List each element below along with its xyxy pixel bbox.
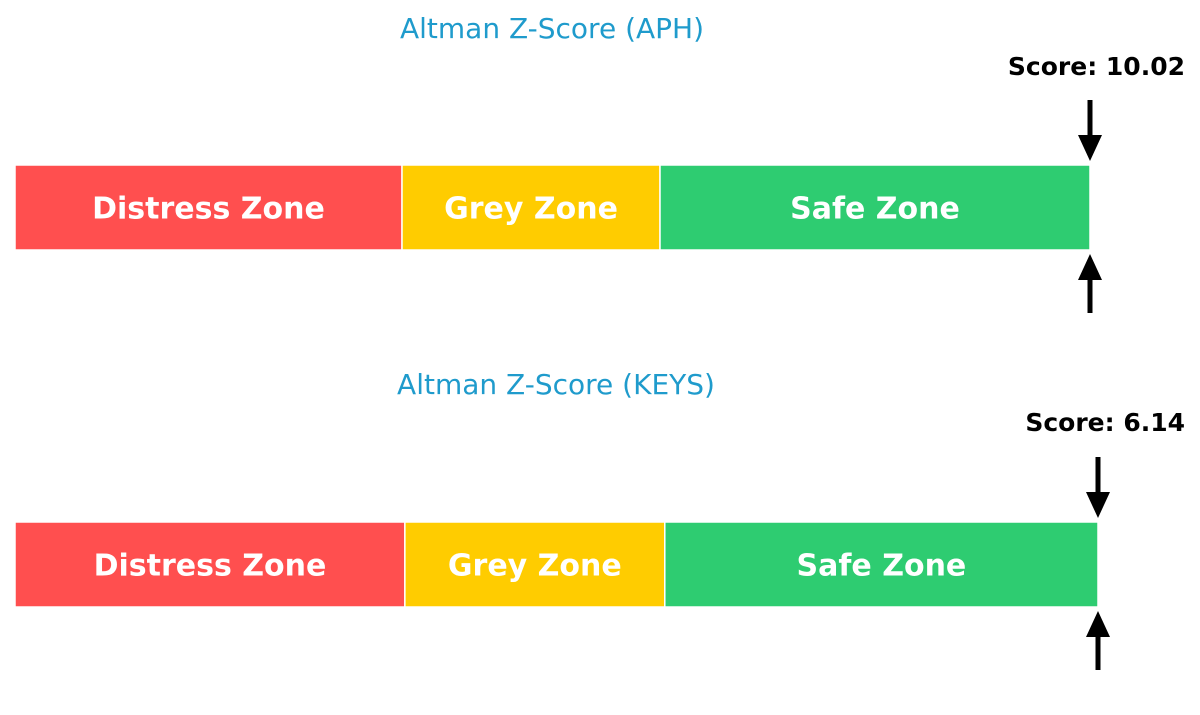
zone-bar-distress-zone <box>14 521 406 608</box>
score-arrow-down-icon <box>1086 492 1110 518</box>
zone-label: Grey Zone <box>444 192 618 227</box>
zone-label: Distress Zone <box>94 549 327 584</box>
zone-bar-safe-zone <box>664 521 1099 608</box>
chart-aph: Altman Z-Score (APH) Score: 10.02 Distre… <box>14 12 1185 313</box>
zone-label: Safe Zone <box>790 192 960 227</box>
chart-title: Altman Z-Score (KEYS) <box>397 368 715 401</box>
zone-label: Grey Zone <box>448 549 622 584</box>
chart-keys: Altman Z-Score (KEYS) Score: 6.14 Distre… <box>14 368 1185 670</box>
zone-label: Distress Zone <box>92 192 325 227</box>
chart-title: Altman Z-Score (APH) <box>400 12 704 45</box>
zone-bar-grey-zone <box>401 164 661 251</box>
score-arrow-up-icon <box>1078 254 1102 280</box>
score-label: Score: 6.14 <box>1025 408 1185 437</box>
score-arrow-down-icon <box>1078 135 1102 161</box>
zone-bar-safe-zone <box>659 164 1091 251</box>
zone-label: Safe Zone <box>797 549 967 584</box>
score-arrow-up-icon <box>1086 611 1110 637</box>
score-label: Score: 10.02 <box>1008 52 1185 81</box>
zone-bar-distress-zone <box>14 164 403 251</box>
